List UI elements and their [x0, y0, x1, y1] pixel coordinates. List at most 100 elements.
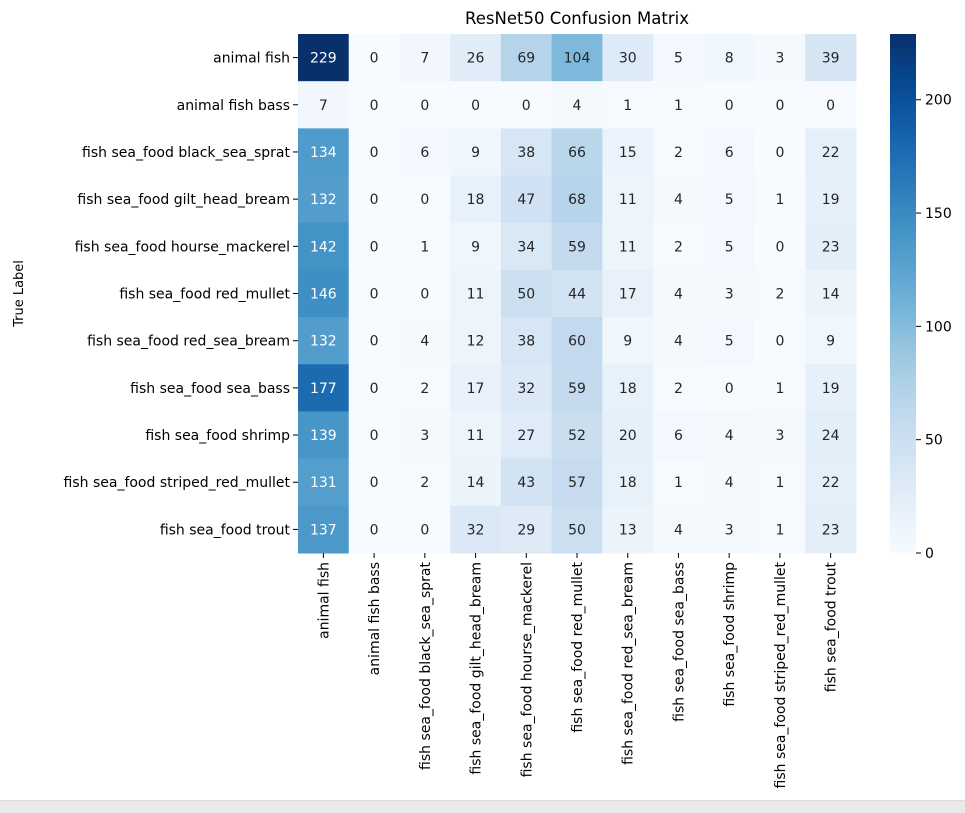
- cell-value-label: 0: [370, 98, 379, 114]
- heatmap-cell: [551, 269, 603, 318]
- row-tick-label: fish sea_food trout: [160, 522, 291, 538]
- heatmap-cell: [703, 34, 756, 82]
- cell-value-label: 68: [568, 192, 586, 208]
- cell-value-label: 4: [674, 334, 683, 350]
- cell-value-label: 4: [420, 334, 429, 350]
- cell-value-label: 132: [310, 334, 337, 350]
- heatmap-cell: [653, 175, 705, 224]
- heatmap-cell: [450, 81, 502, 129]
- heatmap-cell: [399, 175, 451, 224]
- cell-value-label: 14: [467, 475, 485, 491]
- heatmap-cell: [703, 411, 756, 460]
- heatmap-cell: [399, 317, 451, 365]
- heatmap-cell: [653, 81, 705, 129]
- heatmap-cell: [703, 81, 756, 129]
- cell-value-label: 34: [517, 239, 535, 255]
- heatmap-cell: [754, 317, 806, 365]
- heatmap-cell: [399, 222, 451, 271]
- heatmap-cell: [653, 269, 705, 318]
- heatmap-cell: [500, 269, 553, 318]
- cell-value-label: 50: [517, 287, 535, 303]
- y-axis-label: True Label: [12, 260, 27, 328]
- heatmap-cell: [298, 128, 350, 177]
- heatmap-cell: [298, 34, 350, 82]
- heatmap-cell: [805, 175, 857, 224]
- heatmap-cell: [805, 458, 857, 507]
- cell-value-label: 1: [775, 522, 784, 538]
- cell-value-label: 1: [775, 192, 784, 208]
- column-tick-label: fish sea_food black_sea_sprat: [418, 562, 434, 770]
- heatmap-cell: [602, 317, 654, 365]
- cell-value-label: 1: [674, 475, 683, 491]
- heatmap-cell: [653, 34, 705, 82]
- heatmap-cell: [703, 128, 756, 177]
- cell-value-label: 146: [310, 287, 337, 303]
- cell-value-label: 4: [674, 287, 683, 303]
- cell-value-label: 23: [822, 522, 840, 538]
- heatmap-cell: [754, 81, 806, 129]
- heatmap-cell: [399, 458, 451, 507]
- cell-value-label: 4: [573, 98, 582, 114]
- heatmap-cell: [602, 128, 654, 177]
- cell-value-label: 32: [467, 522, 485, 538]
- heatmap-cell: [450, 317, 502, 365]
- heatmap-cell: [602, 269, 654, 318]
- cell-value-label: 2: [674, 239, 683, 255]
- cell-value-label: 131: [310, 475, 337, 491]
- cell-value-label: 0: [370, 287, 379, 303]
- heatmap-cell: [348, 458, 400, 507]
- cell-value-label: 132: [310, 192, 337, 208]
- heatmap-cell: [602, 411, 654, 460]
- cell-value-label: 0: [420, 98, 429, 114]
- heatmap-cell: [348, 222, 400, 271]
- cell-value-label: 137: [310, 522, 337, 538]
- heatmap-cell: [551, 505, 603, 554]
- heatmap-cell: [500, 458, 553, 507]
- heatmap-cell: [703, 458, 756, 507]
- heatmap-cell: [348, 269, 400, 318]
- heatmap-cell: [399, 34, 451, 82]
- row-tick-label: animal fish: [213, 51, 290, 67]
- cell-value-label: 22: [822, 475, 840, 491]
- heatmap-cell: [298, 364, 350, 412]
- cell-value-label: 17: [467, 381, 485, 397]
- cell-value-label: 39: [822, 51, 840, 67]
- heatmap-cell: [703, 175, 756, 224]
- heatmap-cell: [602, 34, 654, 82]
- heatmap-cell: [450, 34, 502, 82]
- cell-value-label: 59: [568, 381, 586, 397]
- heatmap-cell: [450, 505, 502, 554]
- heatmap-cell: [805, 81, 857, 129]
- heatmap-cell: [500, 364, 553, 412]
- heatmap-cell: [653, 505, 705, 554]
- column-tick-label: fish sea_food hourse_mackerel: [519, 562, 535, 777]
- heatmap-cell: [551, 34, 603, 82]
- heatmap-cell: [754, 458, 806, 507]
- cell-value-label: 3: [420, 428, 429, 444]
- cell-value-label: 18: [467, 192, 485, 208]
- cell-value-label: 19: [822, 192, 840, 208]
- heatmap-cell: [602, 364, 654, 412]
- heatmap-cell: [348, 128, 400, 177]
- cell-value-label: 18: [619, 475, 637, 491]
- row-tick-label: fish sea_food black_sea_sprat: [82, 145, 290, 161]
- heatmap-cell: [805, 364, 857, 412]
- heatmap-cell: [298, 175, 350, 224]
- heatmap-cell: [602, 222, 654, 271]
- cell-value-label: 60: [568, 334, 586, 350]
- cell-value-label: 134: [310, 145, 337, 161]
- heatmap-cell: [703, 222, 756, 271]
- cell-value-label: 27: [517, 428, 535, 444]
- heatmap-cell: [500, 411, 553, 460]
- cell-value-label: 11: [619, 239, 637, 255]
- cell-value-label: 7: [319, 98, 328, 114]
- row-tick-labels: animal fish animal fish bass fish sea_food…: [64, 51, 298, 538]
- cell-value-label: 1: [674, 98, 683, 114]
- heatmap-cell: [298, 222, 350, 271]
- cell-value-label: 12: [467, 334, 485, 350]
- column-tick-label: animal fish bass: [367, 562, 383, 675]
- cell-value-label: 2: [420, 475, 429, 491]
- heatmap-cell: [551, 175, 603, 224]
